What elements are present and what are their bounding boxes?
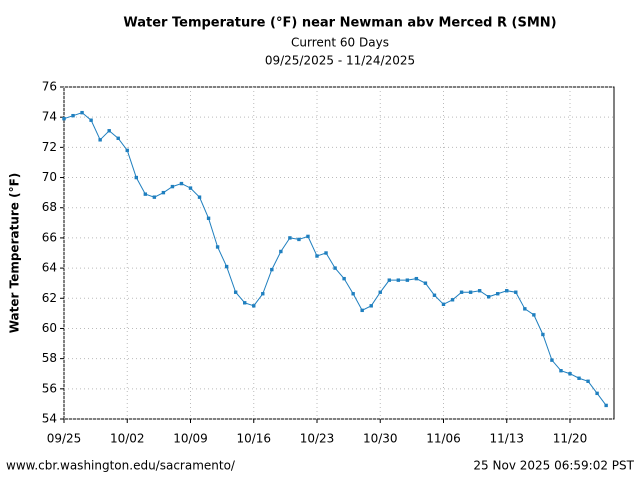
y-tick-label: 54 xyxy=(42,412,57,426)
plot-frame xyxy=(63,86,615,420)
data-point xyxy=(116,136,120,141)
y-tick-label: 74 xyxy=(42,110,57,124)
data-point xyxy=(252,304,256,308)
data-point xyxy=(532,313,536,317)
series-line xyxy=(63,112,607,406)
data-point xyxy=(324,251,328,255)
data-point xyxy=(107,129,111,133)
data-point xyxy=(188,186,193,190)
data-point xyxy=(595,391,599,396)
data-point xyxy=(170,184,175,189)
data-point xyxy=(586,379,590,383)
x-tick-label: 10/16 xyxy=(236,432,271,446)
data-point xyxy=(297,237,301,242)
x-tick-label: 11/06 xyxy=(426,432,461,446)
data-point xyxy=(432,293,437,297)
y-tick-label: 64 xyxy=(42,261,57,275)
data-point xyxy=(604,403,608,408)
data-point xyxy=(306,234,310,239)
data-point xyxy=(261,292,265,296)
data-point xyxy=(143,192,148,196)
chart-subtitle: Current 60 Days xyxy=(291,36,389,50)
data-point xyxy=(80,110,84,115)
data-point xyxy=(387,278,391,282)
data-point xyxy=(577,376,581,380)
y-tick-label: 66 xyxy=(42,230,57,244)
y-tick-label: 72 xyxy=(42,140,57,154)
data-point xyxy=(315,254,319,258)
data-point xyxy=(396,278,401,282)
data-point xyxy=(468,290,473,294)
x-tick-label: 11/13 xyxy=(489,432,524,446)
data-point xyxy=(486,295,491,299)
data-point xyxy=(496,292,500,296)
data-point xyxy=(71,113,75,118)
data-point xyxy=(550,358,554,362)
y-tick-label: 76 xyxy=(42,80,57,94)
data-point xyxy=(125,148,129,153)
data-point xyxy=(369,304,373,308)
data-point xyxy=(342,276,346,281)
data-point xyxy=(541,332,545,337)
x-tick-label: 10/30 xyxy=(363,432,398,446)
y-tick-label: 62 xyxy=(42,291,57,305)
footer-url: www.cbr.washington.edu/sacramento/ xyxy=(6,459,236,473)
data-point xyxy=(333,266,337,270)
data-point xyxy=(233,290,238,294)
data-point xyxy=(243,301,247,305)
data-point xyxy=(450,298,455,302)
x-tick-label: 10/09 xyxy=(173,432,208,446)
data-point xyxy=(152,195,157,199)
data-point xyxy=(514,290,518,294)
data-point xyxy=(405,278,410,282)
chart-title: Water Temperature (°F) near Newman abv M… xyxy=(123,16,556,31)
data-point xyxy=(360,308,364,313)
data-point xyxy=(62,116,66,121)
data-point xyxy=(279,249,283,254)
data-point xyxy=(568,372,572,376)
data-point xyxy=(134,175,138,180)
data-point xyxy=(98,138,102,142)
data-point xyxy=(378,290,382,294)
data-point xyxy=(89,118,93,122)
y-axis-label: Water Temperature (°F) xyxy=(8,173,22,334)
data-point xyxy=(179,181,184,186)
data-point xyxy=(197,195,202,199)
data-point xyxy=(215,245,220,249)
x-tick-label: 11/20 xyxy=(553,432,588,446)
data-point xyxy=(414,276,419,281)
x-tick-label: 10/02 xyxy=(110,432,145,446)
data-point xyxy=(224,264,229,269)
data-point xyxy=(441,302,446,307)
data-point xyxy=(270,267,274,272)
data-point xyxy=(161,190,166,195)
y-tick-label: 68 xyxy=(42,200,57,214)
y-tick-label: 70 xyxy=(42,170,57,184)
data-point xyxy=(459,290,464,294)
data-point xyxy=(559,369,563,373)
data-point xyxy=(351,292,355,296)
x-tick-label: 09/25 xyxy=(47,432,82,446)
y-tick-label: 60 xyxy=(42,321,57,335)
data-point xyxy=(523,307,527,311)
y-tick-label: 58 xyxy=(42,351,57,365)
footer-timestamp: 25 Nov 2025 06:59:02 PST xyxy=(473,459,634,473)
data-point xyxy=(206,216,211,220)
data-point xyxy=(423,281,428,285)
data-point xyxy=(477,289,482,293)
date-range: 09/25/2025 - 11/24/2025 xyxy=(265,54,415,68)
y-tick-label: 56 xyxy=(42,381,57,395)
data-point xyxy=(288,236,292,240)
x-tick-label: 10/23 xyxy=(300,432,335,446)
data-point xyxy=(505,289,509,293)
